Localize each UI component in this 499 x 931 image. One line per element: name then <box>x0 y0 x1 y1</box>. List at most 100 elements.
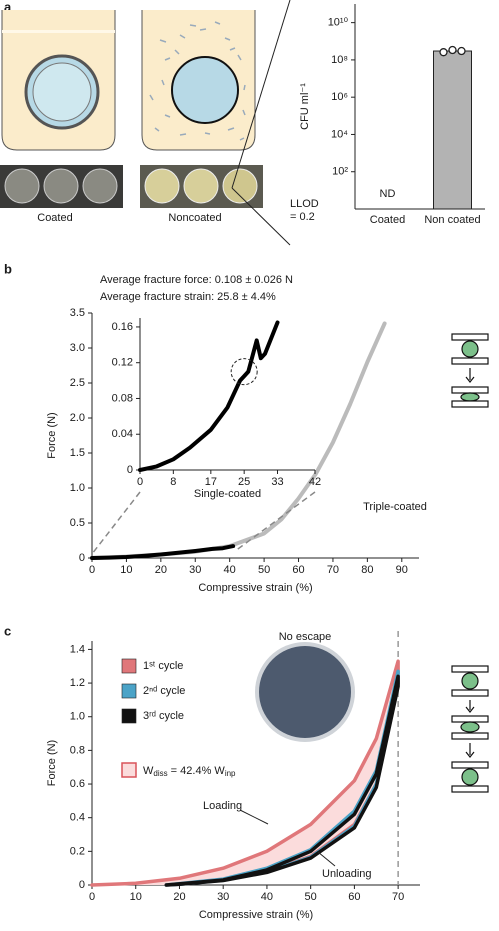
x-tick-label: 70 <box>392 891 404 903</box>
energy-label-part: inp <box>225 769 236 778</box>
y-tick-label: 10⁶ <box>331 91 348 103</box>
y-tick-label: 0.08 <box>112 392 133 404</box>
x-tick-label: 20 <box>155 564 167 576</box>
series-line <box>164 674 400 887</box>
data-point <box>457 46 466 56</box>
x-tick-label: 30 <box>217 891 229 903</box>
y-tick-label: 2.5 <box>70 377 85 389</box>
x-tick-label: 40 <box>224 564 236 576</box>
x-tick-label: 90 <box>396 564 408 576</box>
legend-label: 3ʳᵈ cycle <box>143 710 184 722</box>
statistic: Average fracture strain: 25.8 ± 4.4% <box>100 291 276 303</box>
legend-label: 2ⁿᵈ cycle <box>143 685 185 697</box>
legend-swatch <box>121 683 137 699</box>
y-tick-label: 1.5 <box>70 447 85 459</box>
y-tick-label: 0 <box>79 879 85 891</box>
x-axis-label: Compressive strain (%) <box>199 909 313 921</box>
panel-label: a <box>4 0 12 14</box>
x-tick-label: 70 <box>327 564 339 576</box>
zoom-line <box>236 491 316 551</box>
x-tick-label: 10 <box>130 891 142 903</box>
x-tick-label: 42 <box>309 476 321 488</box>
x-tick-label: 60 <box>292 564 304 576</box>
panel-label: b <box>4 261 12 276</box>
annotation: LLOD <box>290 198 319 210</box>
x-tick-label: 40 <box>261 891 273 903</box>
y-axis-label: Force (N) <box>46 740 58 786</box>
x-axis-label: Compressive strain (%) <box>198 582 312 594</box>
highlight <box>230 358 258 386</box>
y-tick-label: 0.6 <box>70 778 85 790</box>
y-tick-label: 0.16 <box>112 321 133 333</box>
x-tick-label: 0 <box>89 891 95 903</box>
x-tick-label: 33 <box>271 476 283 488</box>
pointer <box>317 851 336 867</box>
y-tick-label: 0.4 <box>70 812 85 824</box>
legend-swatch <box>121 762 137 778</box>
x-tick-label: 0 <box>137 476 143 488</box>
energy-label-part: W <box>214 765 225 777</box>
y-tick-label: 3.5 <box>70 307 85 319</box>
zoom-line <box>91 491 141 555</box>
series-line <box>90 321 387 560</box>
x-tick-label: 50 <box>258 564 270 576</box>
y-tick-label: 0.12 <box>112 357 133 369</box>
image-label: Coated <box>37 212 72 224</box>
legend-swatch <box>121 708 137 724</box>
energy-label-part: = 42.4% <box>168 765 215 777</box>
y-tick-label: 2.0 <box>70 412 85 424</box>
series-line <box>90 544 236 560</box>
bar <box>433 50 472 210</box>
energy-label-part: diss <box>153 769 167 778</box>
x-tick-label: 60 <box>348 891 360 903</box>
legend-swatch <box>121 658 137 674</box>
y-tick-label: 0.04 <box>112 428 133 440</box>
x-tick-label: 8 <box>170 476 176 488</box>
y-axis-label: Force (N) <box>46 412 58 458</box>
pointer <box>239 809 269 825</box>
compression-icon <box>451 333 489 793</box>
annotation: Unloading <box>322 868 372 880</box>
data-point <box>439 48 448 57</box>
y-tick-label: 0.2 <box>70 845 85 857</box>
y-tick-label: 10¹⁰ <box>328 17 349 29</box>
x-tick-label: 80 <box>361 564 373 576</box>
panel-label: c <box>4 623 11 638</box>
illustration <box>0 0 291 246</box>
y-tick-label: 1.2 <box>70 677 85 689</box>
y-tick-label: 0 <box>79 552 85 564</box>
data-point <box>448 45 457 55</box>
x-tick-label: 17 <box>205 476 217 488</box>
y-tick-label: 1.0 <box>70 482 85 494</box>
energy-label-part: W <box>143 765 154 777</box>
series-line <box>138 320 280 472</box>
x-tick-label: 30 <box>189 564 201 576</box>
y-tick-label: 1.0 <box>70 711 85 723</box>
y-tick-label: 10⁴ <box>331 128 348 140</box>
y-axis-label: CFU ml⁻¹ <box>299 83 311 130</box>
energy-label: Wdiss = 42.4% Winp <box>143 765 236 778</box>
x-tick-label: Coated <box>370 214 405 226</box>
x-tick-label: 25 <box>238 476 250 488</box>
x-tick-label: 0 <box>89 564 95 576</box>
petri-dish <box>255 642 355 742</box>
x-axis-label: Single-coated <box>194 488 261 500</box>
image-label: Noncoated <box>168 212 221 224</box>
dissipated-area <box>92 661 399 885</box>
y-tick-label: 0 <box>127 464 133 476</box>
legend-label: 1ˢᵗ cycle <box>143 660 183 672</box>
y-tick-label: 10⁸ <box>331 54 348 66</box>
x-tick-label: 10 <box>120 564 132 576</box>
annotation: No escape <box>279 631 332 643</box>
y-tick-label: 0.5 <box>70 517 85 529</box>
annotation: Triple-coated <box>363 501 427 513</box>
annotation: = 0.2 <box>290 211 315 223</box>
statistic: Average fracture force: 0.108 ± 0.026 N <box>100 274 293 286</box>
y-tick-label: 1.4 <box>70 643 85 655</box>
annotation: Loading <box>203 800 242 812</box>
value-label: ND <box>380 188 396 200</box>
y-tick-label: 10² <box>332 166 348 178</box>
x-tick-label: 20 <box>173 891 185 903</box>
x-tick-label: Non coated <box>424 214 480 226</box>
